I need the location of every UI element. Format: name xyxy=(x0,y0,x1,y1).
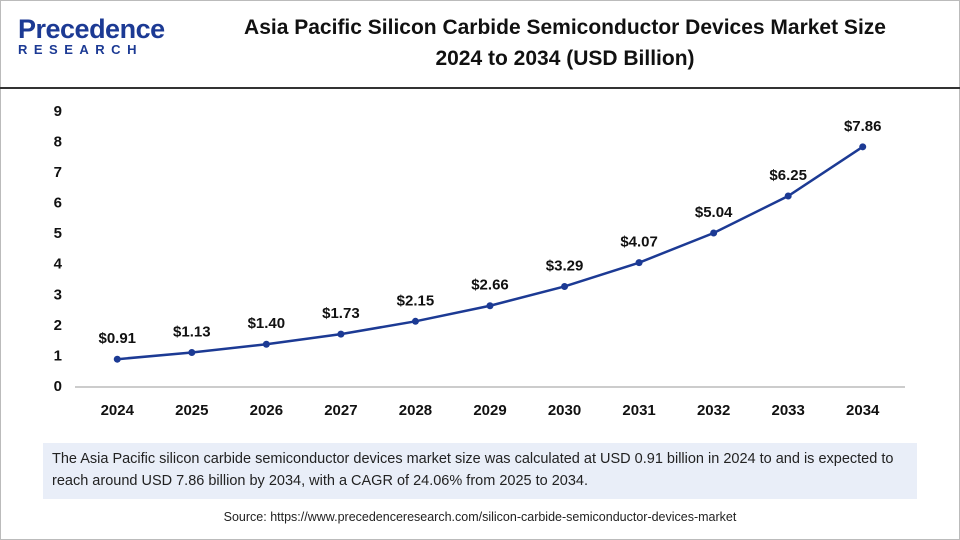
marker xyxy=(710,229,718,237)
logo-name: Precedence xyxy=(18,14,165,44)
chart: 0 1 2 3 4 5 6 7 8 9 2024 2025 2026 2027 2028 2029 2030 20… xyxy=(54,103,905,419)
y-tick-label: 7 xyxy=(54,164,62,181)
source: Source: https://www.precedenceresearch.c… xyxy=(223,510,737,524)
x-tick-label: 2028 xyxy=(399,402,432,419)
x-tick-label: 2032 xyxy=(697,402,730,419)
marker xyxy=(337,330,345,338)
data-label: $7.86 xyxy=(844,118,882,135)
y-tick-label: 6 xyxy=(54,195,62,212)
y-tick-label: 9 xyxy=(54,103,62,120)
marker xyxy=(411,317,419,325)
data-label: $4.07 xyxy=(620,234,658,251)
x-tick-label: 2024 xyxy=(101,402,135,419)
marker xyxy=(188,348,196,356)
x-tick-label: 2025 xyxy=(175,402,208,419)
data-label: $6.25 xyxy=(769,167,807,184)
y-tick-label: 0 xyxy=(54,378,62,395)
marker xyxy=(859,143,867,151)
x-tick-label: 2029 xyxy=(473,402,506,419)
x-tick-label: 2030 xyxy=(548,402,581,419)
data-label: $1.73 xyxy=(322,305,360,322)
y-tick-label: 3 xyxy=(54,286,62,303)
x-tick-label: 2027 xyxy=(324,402,357,419)
data-label: $5.04 xyxy=(695,204,733,221)
marker xyxy=(113,355,121,363)
header-rule xyxy=(0,87,960,89)
x-tick-label: 2034 xyxy=(846,402,880,419)
data-label: $1.13 xyxy=(173,323,211,340)
marker xyxy=(784,192,792,200)
x-tick-label: 2031 xyxy=(622,402,655,419)
marker xyxy=(262,340,270,348)
x-tick-label: 2033 xyxy=(771,402,804,419)
data-label: $2.15 xyxy=(397,292,435,309)
y-tick-label: 2 xyxy=(54,317,62,334)
data-label: $3.29 xyxy=(546,257,584,274)
logo-tagline: RESEARCH xyxy=(18,42,143,57)
description: The Asia Pacific silicon carbide semicon… xyxy=(43,443,917,499)
line xyxy=(117,145,864,361)
marker xyxy=(486,302,494,310)
y-tick-label: 1 xyxy=(54,347,62,364)
y-tick-label: 4 xyxy=(54,256,63,273)
y-tick-label: 5 xyxy=(54,225,62,242)
title-line: Asia Pacific Silicon Carbide Semiconduct… xyxy=(244,16,886,39)
marker xyxy=(635,259,643,267)
data-label: $2.66 xyxy=(471,277,509,294)
data-label: $0.91 xyxy=(98,330,136,347)
y-tick-label: 8 xyxy=(54,134,62,151)
chart-title: Asia Pacific Silicon Carbide Semiconduct… xyxy=(190,12,940,74)
logo: Precedence RESEARCH xyxy=(18,14,168,57)
data-label: $1.40 xyxy=(248,315,286,332)
title-line: 2024 to 2034 (USD Billion) xyxy=(435,47,695,70)
x-tick-label: 2026 xyxy=(250,402,283,419)
marker xyxy=(561,282,569,290)
